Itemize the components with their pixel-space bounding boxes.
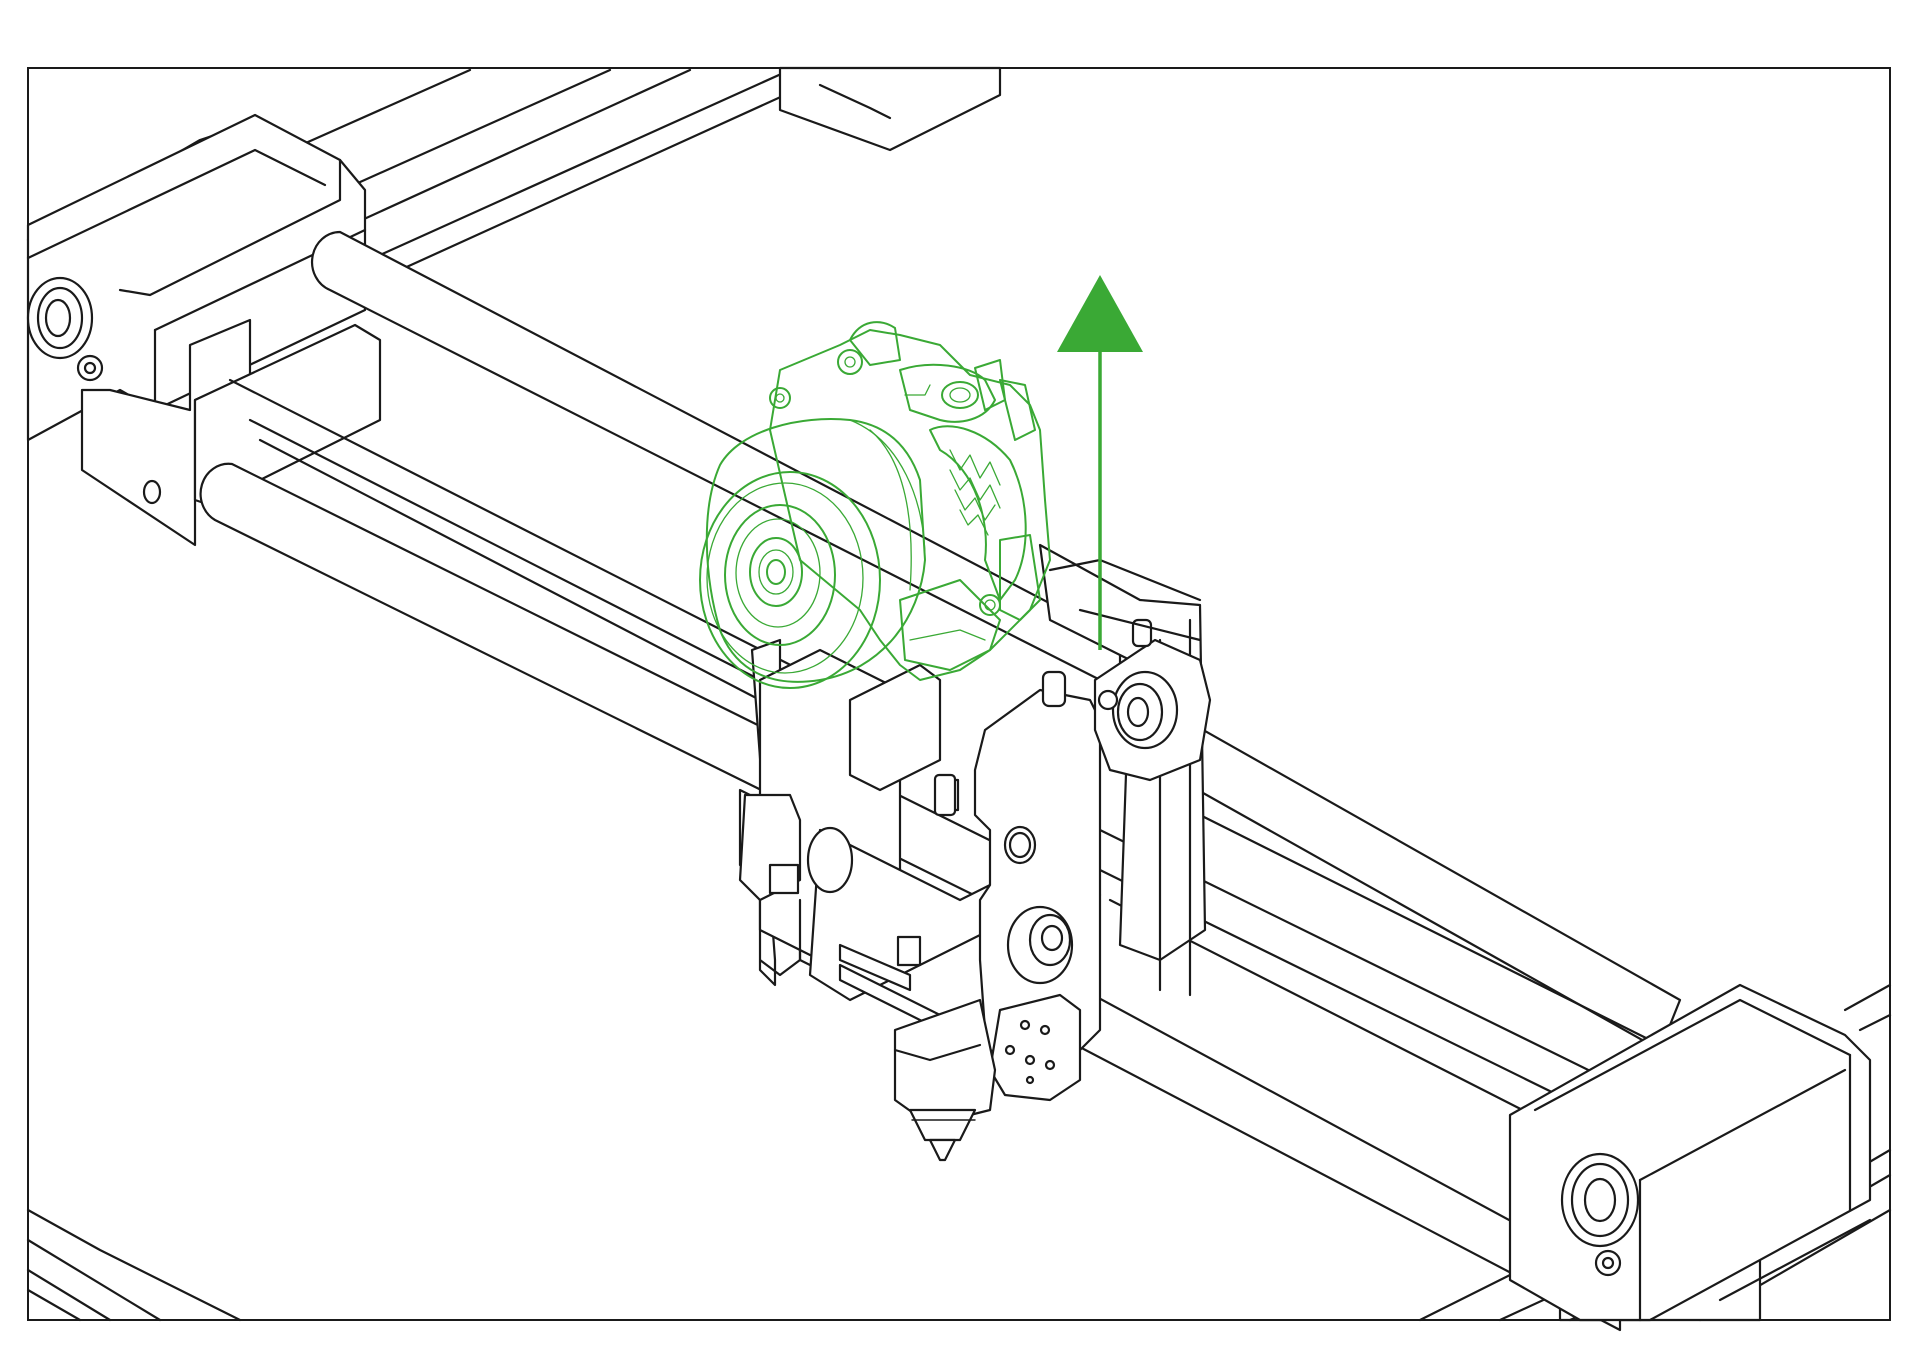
right-end-block <box>1508 983 1872 1322</box>
left-end-block <box>26 113 382 547</box>
hotend <box>893 998 997 1162</box>
extruder-motor-assembly <box>699 321 1051 689</box>
carriage <box>738 543 1212 1102</box>
up-arrow-icon <box>1057 275 1143 650</box>
